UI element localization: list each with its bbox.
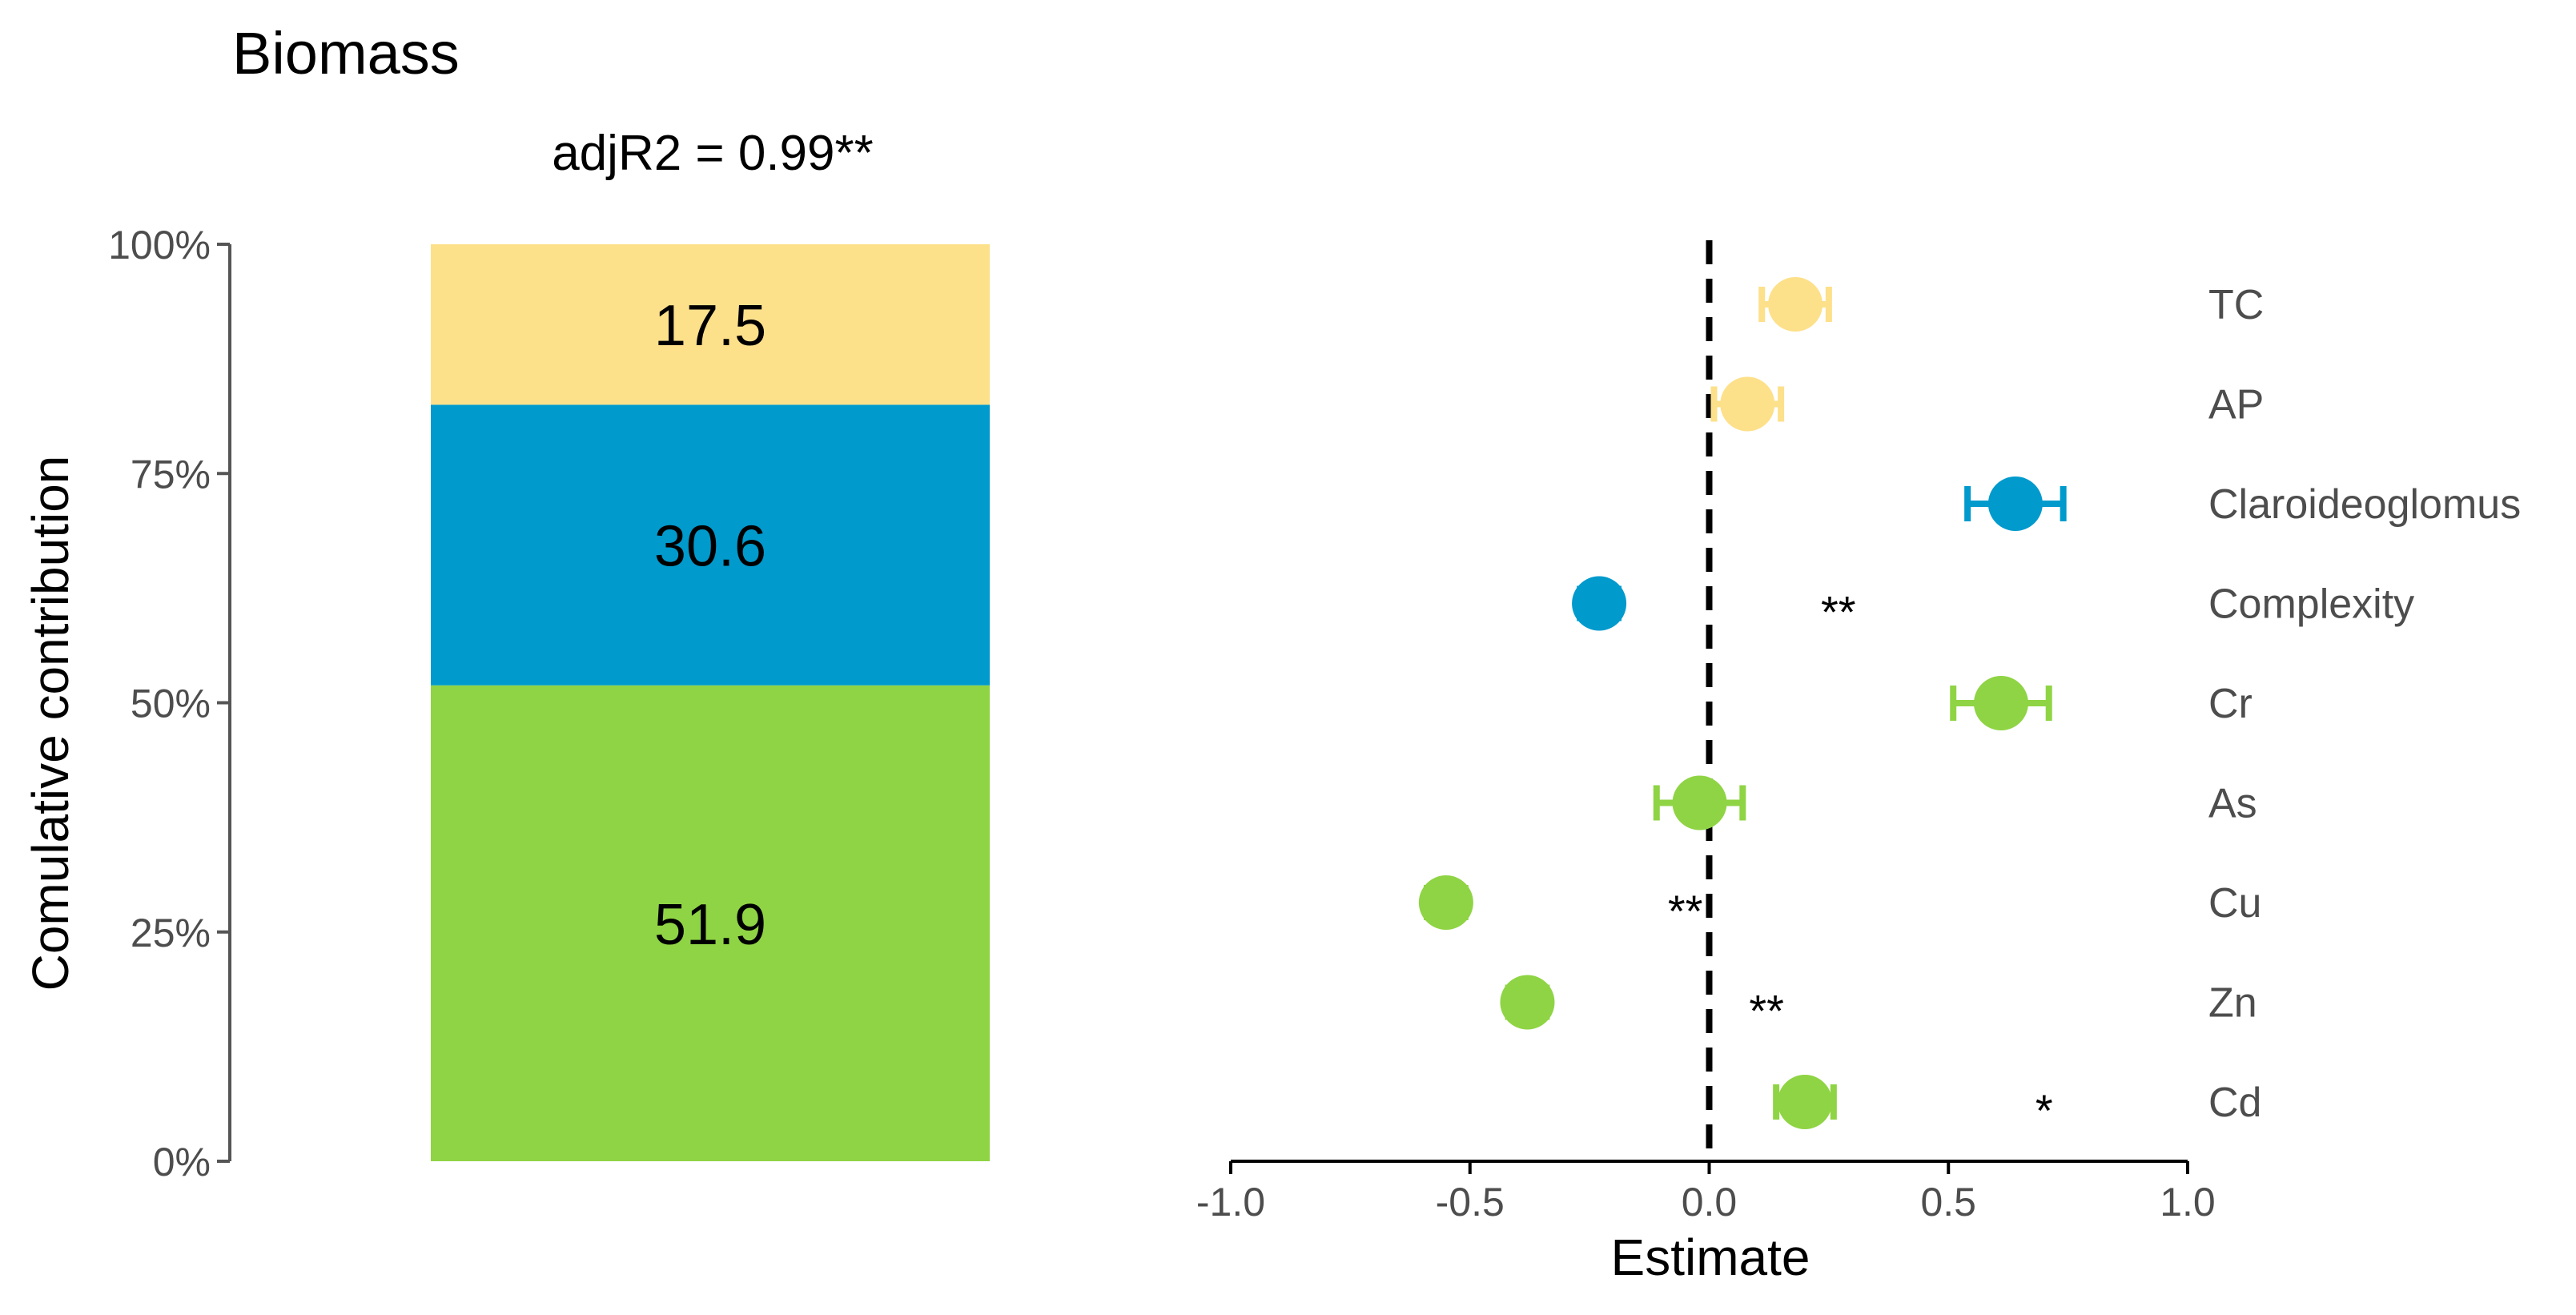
x-tick-label: -0.5 bbox=[1436, 1180, 1505, 1225]
estimate-point bbox=[1778, 1075, 1832, 1129]
row-label: Cd bbox=[2208, 1080, 2261, 1126]
bar-segment-label: 17.5 bbox=[654, 294, 766, 358]
chart-subtitle: adjR2 = 0.99** bbox=[552, 126, 874, 181]
bar-segment-label: 30.6 bbox=[654, 515, 766, 579]
estimate-point bbox=[1720, 376, 1775, 432]
estimate-point bbox=[1572, 576, 1627, 631]
x-tick-label: 1.0 bbox=[2160, 1180, 2216, 1225]
y-tick-label: 25% bbox=[131, 911, 211, 955]
bar-segment-yellow bbox=[431, 244, 990, 405]
stacked-bar-panel: 0% 25% 50% 75% 100% 51.9 30.6 17.5 bbox=[108, 223, 990, 1184]
x-tick-label: -1.0 bbox=[1196, 1180, 1265, 1225]
y-tick-label: 75% bbox=[131, 452, 211, 497]
row-label: Complexity bbox=[2208, 581, 2414, 628]
significance-marker: ** bbox=[1749, 986, 1784, 1036]
bar-segment-label: 51.9 bbox=[654, 893, 766, 957]
y-axis-label: Comulative contribution bbox=[22, 456, 79, 991]
forest-plot-panel: -1.0 -0.5 0.0 0.5 1.0 TC AP Claroideoglomus Comp… bbox=[1196, 240, 2521, 1225]
estimate-point bbox=[1987, 477, 2043, 531]
estimate-point bbox=[1500, 975, 1555, 1030]
row-label: Zn bbox=[2208, 980, 2257, 1027]
significance-marker: ** bbox=[1668, 886, 1703, 936]
chart-title: Biomass bbox=[232, 20, 460, 86]
y-tick-label: 0% bbox=[153, 1140, 211, 1184]
bar-segment-blue bbox=[431, 404, 990, 686]
significance-marker: ** bbox=[1821, 587, 1856, 637]
row-label: Cr bbox=[2208, 681, 2252, 727]
estimate-point bbox=[1768, 277, 1823, 332]
row-label: As bbox=[2208, 781, 2257, 827]
y-tick-label: 100% bbox=[108, 223, 211, 267]
significance-marker: * bbox=[2035, 1085, 2053, 1136]
estimate-point bbox=[1672, 775, 1727, 830]
estimate-point bbox=[1973, 676, 2028, 730]
row-label: Claroideoglomus bbox=[2208, 481, 2521, 528]
bar-segment-green bbox=[431, 685, 990, 1161]
row-label: TC bbox=[2208, 282, 2264, 328]
estimate-point bbox=[1418, 875, 1473, 930]
row-label: AP bbox=[2208, 382, 2264, 428]
row-label: Cu bbox=[2208, 880, 2261, 927]
x-tick-label: 0.0 bbox=[1682, 1180, 1738, 1225]
y-tick-label: 50% bbox=[131, 682, 211, 726]
x-tick-label: 0.5 bbox=[1920, 1180, 1976, 1225]
x-axis-label: Estimate bbox=[1611, 1229, 1810, 1286]
